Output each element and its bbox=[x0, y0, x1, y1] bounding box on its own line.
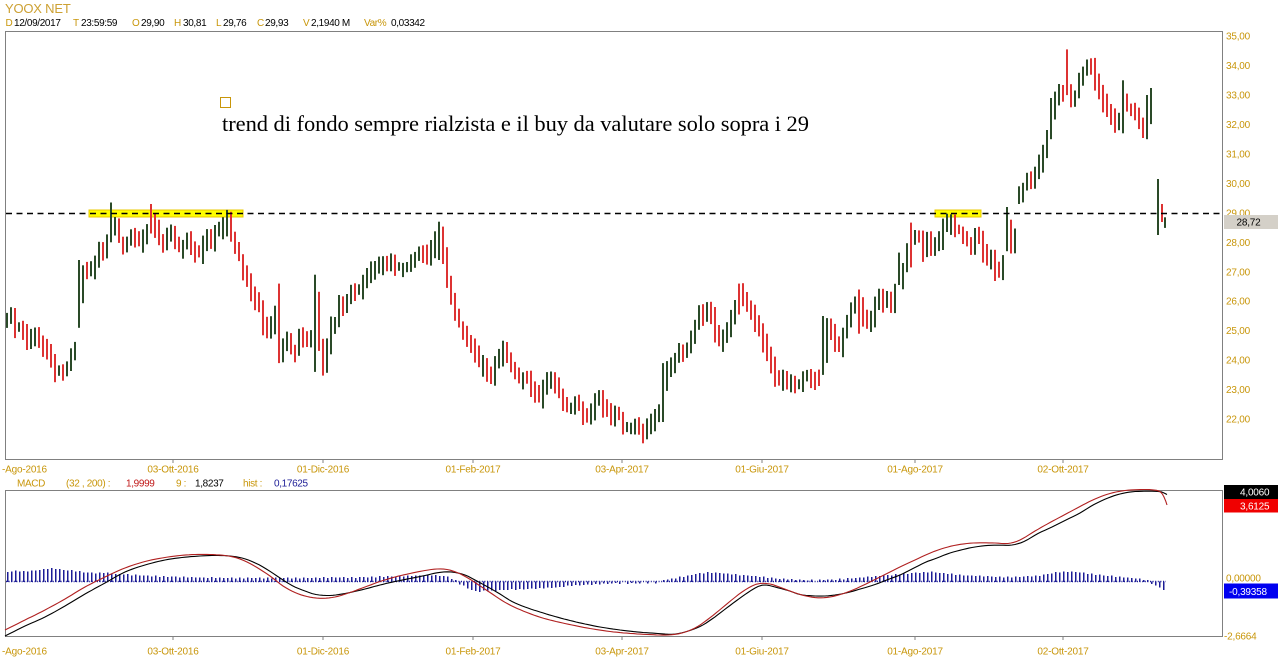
svg-text:01-Giu-2017: 01-Giu-2017 bbox=[735, 465, 789, 476]
svg-text:1,9999: 1,9999 bbox=[126, 479, 155, 490]
svg-text:01-Dic-2016: 01-Dic-2016 bbox=[297, 647, 350, 658]
svg-text:V: V bbox=[303, 18, 310, 29]
svg-text:26,00: 26,00 bbox=[1226, 297, 1251, 308]
svg-text:35,00: 35,00 bbox=[1226, 32, 1251, 43]
svg-text:01-Dic-2016: 01-Dic-2016 bbox=[297, 465, 350, 476]
svg-text:01-Feb-2017: 01-Feb-2017 bbox=[445, 647, 501, 658]
svg-text:0,00000: 0,00000 bbox=[1226, 574, 1261, 585]
svg-text:28,72: 28,72 bbox=[1237, 218, 1262, 229]
svg-text:3,6125: 3,6125 bbox=[1240, 502, 1270, 513]
svg-text:2,1940 M: 2,1940 M bbox=[311, 18, 350, 29]
svg-text:01-Ago-2017: 01-Ago-2017 bbox=[887, 647, 943, 658]
svg-text:29,00: 29,00 bbox=[1226, 208, 1251, 219]
svg-text:27,00: 27,00 bbox=[1226, 267, 1251, 278]
svg-text:22,00: 22,00 bbox=[1226, 415, 1251, 426]
svg-text:O: O bbox=[132, 18, 140, 29]
svg-text:Var%: Var% bbox=[364, 18, 387, 29]
svg-text:01-Feb-2017: 01-Feb-2017 bbox=[445, 465, 501, 476]
svg-text:-0,39358: -0,39358 bbox=[1229, 587, 1268, 598]
svg-text:29,76: 29,76 bbox=[223, 18, 247, 29]
svg-text:34,00: 34,00 bbox=[1226, 61, 1251, 72]
svg-text:01-Ago-2017: 01-Ago-2017 bbox=[887, 465, 943, 476]
svg-text:D: D bbox=[6, 18, 13, 29]
svg-text:28,00: 28,00 bbox=[1226, 238, 1251, 249]
svg-text:23,00: 23,00 bbox=[1226, 385, 1251, 396]
svg-text:03-Ott-2016: 03-Ott-2016 bbox=[147, 465, 199, 476]
svg-text:C: C bbox=[257, 18, 264, 29]
svg-text:1,8237: 1,8237 bbox=[195, 479, 224, 490]
svg-text:25,00: 25,00 bbox=[1226, 326, 1251, 337]
svg-text:-Ago-2016: -Ago-2016 bbox=[2, 647, 48, 658]
svg-text:30,81: 30,81 bbox=[183, 18, 207, 29]
svg-text:trend di fondo sempre rialzist: trend di fondo sempre rialzista e il buy… bbox=[222, 111, 809, 136]
svg-text:MACD: MACD bbox=[17, 479, 45, 490]
svg-text:23:59:59: 23:59:59 bbox=[81, 18, 118, 29]
svg-text:03-Ott-2016: 03-Ott-2016 bbox=[147, 647, 199, 658]
svg-text:hist :: hist : bbox=[243, 479, 262, 490]
svg-text:4,0060: 4,0060 bbox=[1240, 488, 1270, 499]
svg-text:T: T bbox=[73, 18, 79, 29]
svg-text:(32 , 200) :: (32 , 200) : bbox=[66, 479, 110, 490]
svg-text:0,03342: 0,03342 bbox=[391, 18, 425, 29]
svg-text:02-Ott-2017: 02-Ott-2017 bbox=[1037, 647, 1089, 658]
svg-text:9 :: 9 : bbox=[176, 479, 186, 490]
svg-text:-2,6664: -2,6664 bbox=[1224, 632, 1257, 643]
svg-text:02-Ott-2017: 02-Ott-2017 bbox=[1037, 465, 1089, 476]
svg-text:31,00: 31,00 bbox=[1226, 149, 1251, 160]
svg-text:-Ago-2016: -Ago-2016 bbox=[2, 465, 48, 476]
svg-text:03-Apr-2017: 03-Apr-2017 bbox=[595, 465, 649, 476]
svg-text:33,00: 33,00 bbox=[1226, 91, 1251, 102]
svg-text:24,00: 24,00 bbox=[1226, 356, 1251, 367]
svg-text:32,00: 32,00 bbox=[1226, 120, 1251, 131]
svg-text:YOOX NET: YOOX NET bbox=[5, 1, 71, 16]
svg-text:30,00: 30,00 bbox=[1226, 179, 1251, 190]
svg-text:L: L bbox=[216, 18, 222, 29]
svg-text:12/09/2017: 12/09/2017 bbox=[14, 18, 61, 29]
svg-text:01-Giu-2017: 01-Giu-2017 bbox=[735, 647, 789, 658]
svg-text:0,17625: 0,17625 bbox=[274, 479, 308, 490]
svg-text:29,93: 29,93 bbox=[265, 18, 289, 29]
svg-text:H: H bbox=[174, 18, 181, 29]
svg-text:03-Apr-2017: 03-Apr-2017 bbox=[595, 647, 649, 658]
svg-text:29,90: 29,90 bbox=[141, 18, 165, 29]
